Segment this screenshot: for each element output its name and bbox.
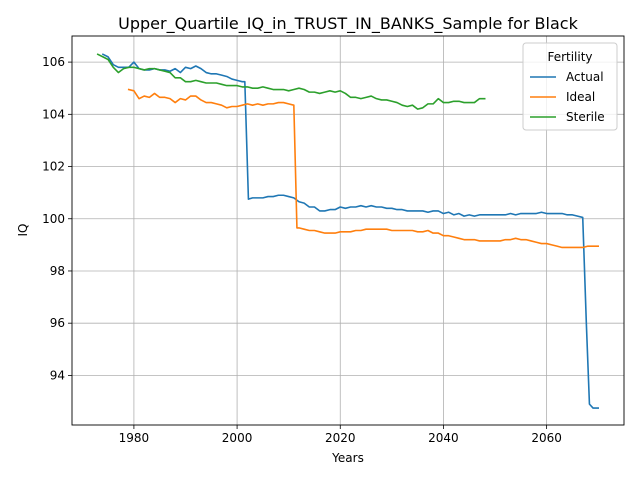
y-tick-label: 106	[42, 55, 65, 69]
axis-ticks: 1980 2000 2020 2040 2060 94 96 98 100 102 104 106	[42, 55, 562, 445]
series-line-ideal	[127, 88, 600, 249]
x-tick-label: 1980	[119, 431, 150, 445]
axes-frame	[71, 35, 625, 426]
x-tick-label: 2020	[325, 431, 356, 445]
series-line-actual	[101, 53, 600, 409]
y-tick-label: 94	[50, 368, 65, 382]
y-tick-label: 100	[42, 212, 65, 226]
y-tick-label: 102	[42, 160, 65, 174]
legend-title: Fertility	[547, 50, 592, 64]
legend-label-actual: Actual	[566, 70, 604, 84]
y-tick-label: 96	[50, 316, 65, 330]
x-tick-label: 2040	[428, 431, 459, 445]
legend-box	[522, 42, 618, 131]
y-tick-label: 104	[42, 107, 65, 121]
x-tick-label: 2000	[222, 431, 253, 445]
legend-items: Actual Ideal Sterile	[530, 70, 605, 124]
x-tick-label: 2060	[531, 431, 562, 445]
legend: Fertility Actual Ideal Sterile	[522, 42, 618, 131]
chart-title: Upper_Quartile_IQ_in_TRUST_IN_BANKS_Samp…	[118, 14, 578, 34]
x-axis-label: Years	[331, 451, 364, 465]
legend-label-sterile: Sterile	[566, 110, 605, 124]
series-lines	[96, 53, 600, 409]
y-axis-label: IQ	[16, 224, 30, 237]
series-line-sterile	[96, 53, 486, 110]
legend-label-ideal: Ideal	[566, 90, 595, 104]
y-tick-label: 98	[50, 264, 65, 278]
